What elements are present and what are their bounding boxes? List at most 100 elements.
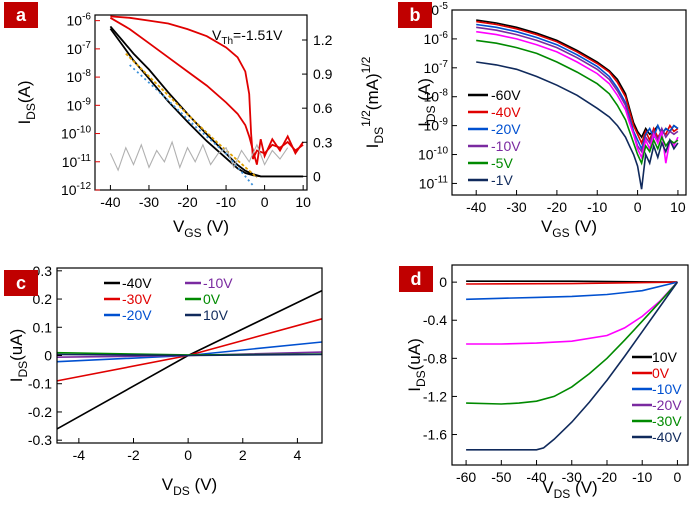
panel-c-xtick-label: -4 xyxy=(73,447,86,463)
panel-d-series-3 xyxy=(466,281,678,345)
panel-a-ytick-left-label-exp: -12 xyxy=(77,181,92,192)
panel-a-series-3 xyxy=(109,25,304,178)
panel-c-xtick-label: 2 xyxy=(239,447,247,463)
panel-a-xtick-label: -20 xyxy=(177,194,197,210)
panel-a-ytick-left-label-exp: -6 xyxy=(82,12,91,23)
panel-d-legend-label: -20V xyxy=(652,397,682,413)
panel-a-ytick-left-label: 10-7 xyxy=(67,40,92,57)
panel-b-xlabel-unit: (V) xyxy=(570,217,597,236)
panel-a-badge-label: a xyxy=(16,5,27,25)
panel-b-ytick-label: 10-8 xyxy=(424,88,449,105)
panel-b-badge xyxy=(398,2,432,28)
panel-a-ytick-right-label: 1.2 xyxy=(313,32,333,48)
panel-c-series-5 xyxy=(56,353,323,357)
panel-a-ytick-left-label: 10-11 xyxy=(62,153,92,170)
panel-c-series-2 xyxy=(56,341,323,363)
panel-a-ytick-left-label: 10-12 xyxy=(61,181,91,198)
panel-d-xtick-label: -40 xyxy=(526,469,546,485)
panel-a-ylabel-left-sub: DS xyxy=(24,103,38,120)
panel-c-ytick-label: -0.2 xyxy=(28,404,52,420)
panel-a-ytick-left-label-base: 10 xyxy=(67,13,83,29)
panel-b-xtick-label: 0 xyxy=(634,199,642,215)
panel-d-ytick-label: -1.2 xyxy=(423,388,447,404)
panel-c-legend-label: 0V xyxy=(203,291,221,307)
panel-d-xtick-label: -30 xyxy=(562,469,582,485)
panel-a xyxy=(109,15,304,187)
panel-d-ytick-label: -0.8 xyxy=(423,350,447,366)
panel-a-vth-sub: Th xyxy=(221,36,233,47)
panel-b-ytick-label: 10-6 xyxy=(424,30,449,47)
panel-d-ytick-label: 0 xyxy=(439,274,447,290)
panel-a-ytick-right-label: 0.9 xyxy=(313,66,333,82)
panel-d-xlabel-sub: DS xyxy=(554,487,571,501)
panel-c xyxy=(56,289,323,430)
panel-b-ytick-label-exp: -10 xyxy=(434,146,449,157)
panel-d-badge xyxy=(399,266,433,292)
panel-c-ylabel-sub: DS xyxy=(16,361,30,378)
panel-c-series-1 xyxy=(56,318,323,382)
panel-a-ytick-left-label-exp: -8 xyxy=(82,68,91,79)
panel-c-legend-label: -30V xyxy=(122,291,152,307)
panel-a-ytick-left-label-base: 10 xyxy=(61,126,77,142)
panel-b-xtick-label: -40 xyxy=(466,199,486,215)
panel-b xyxy=(476,19,679,190)
panel-b-ytick-label-base: 10 xyxy=(424,89,440,105)
panel-d-legend-label: 0V xyxy=(652,365,670,381)
panel-b-ylabel-main: I xyxy=(415,122,434,127)
panel-b-xlabel-sub: GS xyxy=(552,226,569,240)
panel-a-threshold-annotation: VTh=-1.51V xyxy=(212,27,283,47)
panel-b-legend-label: -20V xyxy=(491,121,521,137)
panel-a-ylabel-left-unit: (A) xyxy=(15,80,34,103)
panel-a-frame xyxy=(94,14,308,191)
panel-d-series-2 xyxy=(466,281,678,301)
panel-c-ytick-label: 0 xyxy=(44,348,52,364)
panel-b-ytick-label-base: 10 xyxy=(419,175,435,191)
panel-c-ylabel-unit: (uA) xyxy=(7,329,26,361)
panel-a-series-0 xyxy=(110,15,304,160)
panel-c-xtick-label: 0 xyxy=(184,447,192,463)
panel-a-xtick-label: 0 xyxy=(261,194,269,210)
panel-d-xtick-label: 0 xyxy=(674,469,682,485)
panel-a-ylabel-right-unit: (mA) xyxy=(363,73,382,110)
panel-a-vth-v: V xyxy=(212,27,222,43)
panel-b-legend-label: -40V xyxy=(491,104,521,120)
panel-b-ytick-label: 10-9 xyxy=(424,117,449,134)
panel-a-ytick-right-label: 0.3 xyxy=(313,134,333,150)
panel-c-legend-label: 10V xyxy=(203,307,229,323)
panel-d xyxy=(466,280,679,451)
panel-b-xtick-label: -10 xyxy=(587,199,607,215)
panel-b-ylabel-unit: (A) xyxy=(415,78,434,105)
panel-b-ytick-label: 10-11 xyxy=(419,174,449,191)
panel-b-xtick-label: -30 xyxy=(506,199,526,215)
panel-c-xlabel-unit: (V) xyxy=(190,475,217,494)
panel-d-frame xyxy=(451,264,689,466)
panel-a-xlabel-sub: GS xyxy=(184,226,201,240)
panel-d-badge-label: d xyxy=(411,269,422,289)
panel-b-xtick-label: 10 xyxy=(670,199,686,215)
panel-a-ytick-left-label: 10-6 xyxy=(67,12,92,29)
panel-a-ytick-left-label-exp: -9 xyxy=(82,96,91,107)
panel-a-xtick-label: -10 xyxy=(216,194,236,210)
panel-b-legend-label: -10V xyxy=(491,138,521,154)
panel-b-legend-label: -1V xyxy=(491,172,513,188)
panel-d-xtick-label: -60 xyxy=(456,469,476,485)
panel-b-frame xyxy=(451,9,687,196)
panel-a-ytick-left-label-exp: -10 xyxy=(77,125,92,136)
panel-b-legend-label: -5V xyxy=(491,155,513,171)
panel-b-ylabel-sub: DS xyxy=(424,105,438,122)
panel-c-xlabel-main: V xyxy=(162,475,174,494)
panel-c-badge xyxy=(4,270,38,296)
panel-b-ylabel: IDS (A) xyxy=(415,78,438,127)
panel-b-ytick-label-exp: -7 xyxy=(439,59,448,70)
panel-a-ytick-right-label: 0.6 xyxy=(313,100,333,116)
panel-c-legend-label: -20V xyxy=(122,307,152,323)
panel-a-ytick-left-label: 10-10 xyxy=(61,125,91,142)
panel-a-series-5 xyxy=(129,64,254,187)
panel-b-ytick-label-exp: -11 xyxy=(434,174,448,185)
panel-d-ylabel-sub: DS xyxy=(414,370,428,387)
panel-b-ytick-label-base: 10 xyxy=(424,60,440,76)
panel-a-ytick-right-label: 0 xyxy=(313,168,321,184)
panel-a-ytick-left-label-base: 10 xyxy=(67,69,83,85)
panel-d-xtick-label: -10 xyxy=(632,469,652,485)
panel-b-ytick-label-base: 10 xyxy=(418,147,434,163)
